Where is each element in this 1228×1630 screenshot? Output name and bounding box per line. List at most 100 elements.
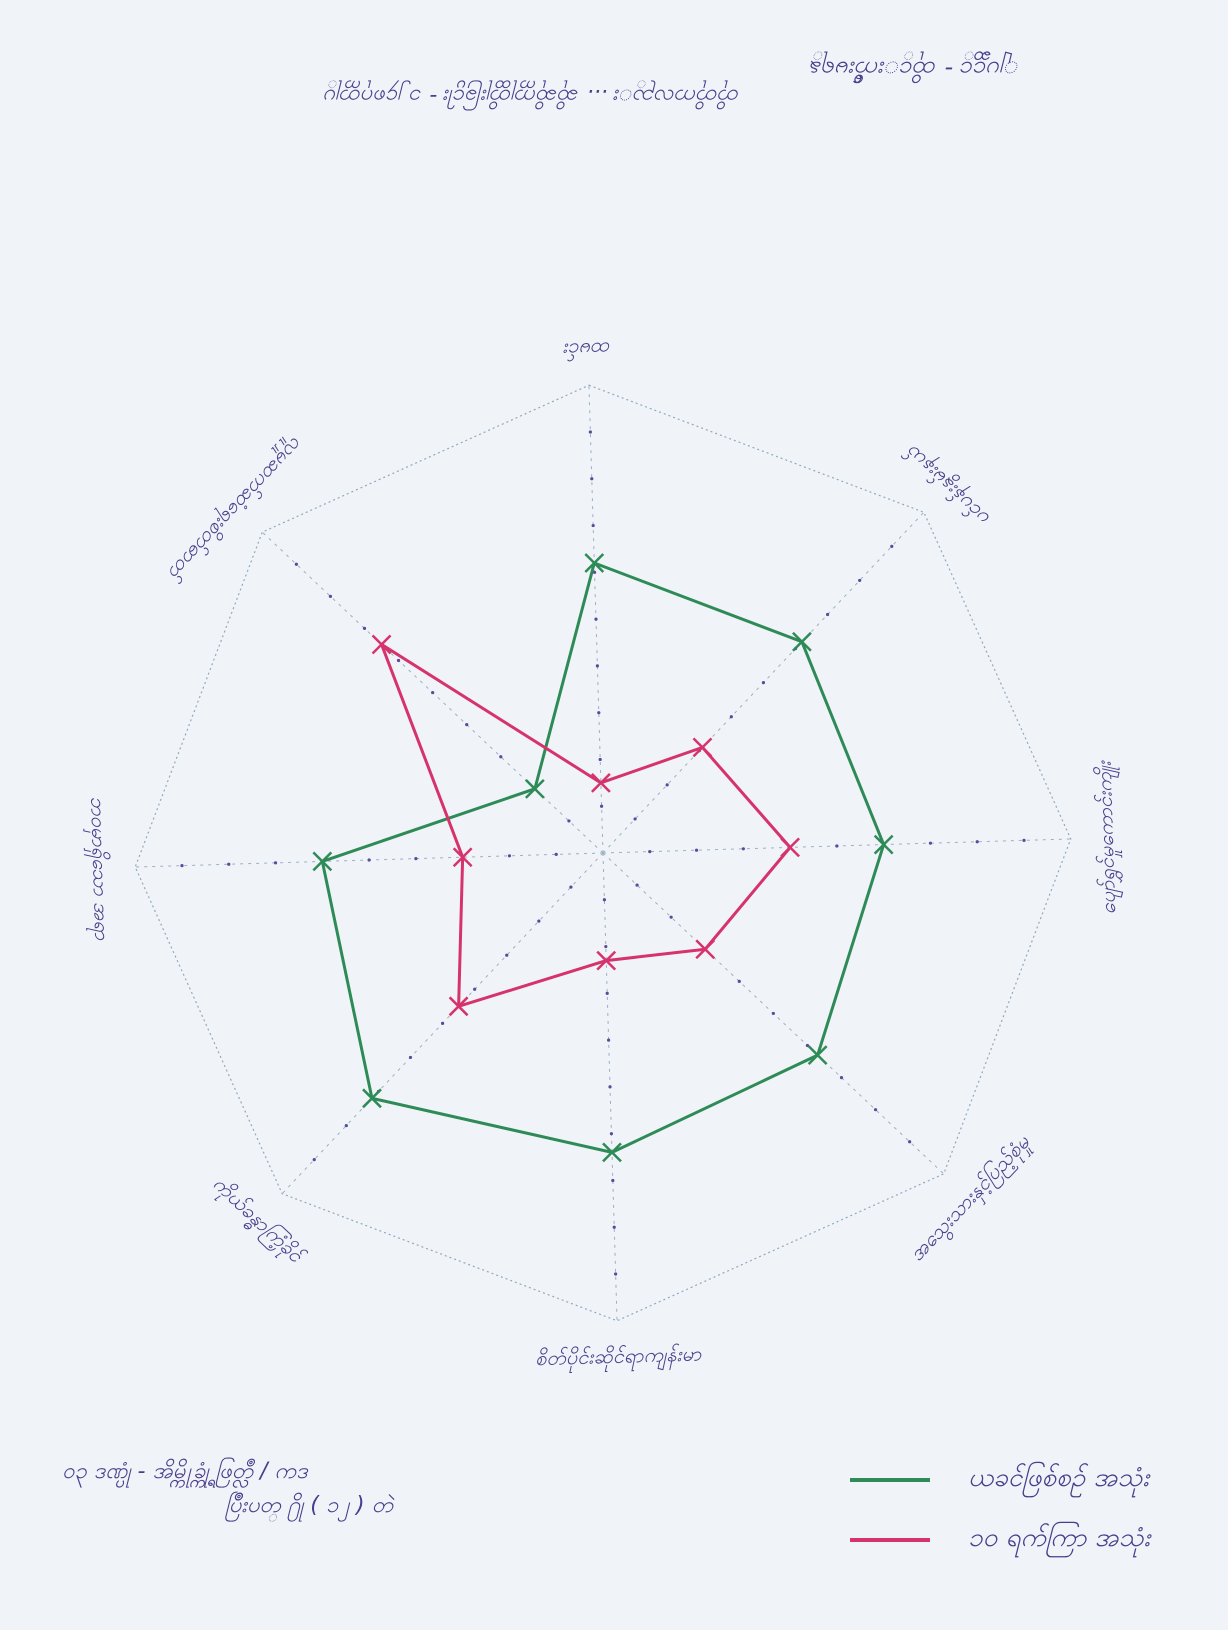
axis-tick-1-8 bbox=[858, 578, 862, 583]
axis-tick-4-6 bbox=[609, 1132, 614, 1136]
series-line-0 bbox=[320, 561, 886, 1154]
axis-label-5: ကိုယ်ခန္ဓာကြံ့ခိုင် bbox=[206, 1171, 310, 1272]
legend-entry-1: ၁၀ ရက်ကြာ အသုံး bbox=[850, 1521, 1153, 1558]
footnote-line-1: ၀၃ ဒဏ္ပုံ - အိမ္ကိုခ္က္ရုံ ဖြတ္လဳ / ကဒ bbox=[62, 1457, 309, 1488]
axis-tick-0-5 bbox=[594, 617, 598, 621]
axis-tick-7-9 bbox=[294, 562, 298, 566]
series-layer bbox=[312, 553, 894, 1163]
series-line-1 bbox=[380, 642, 792, 1008]
axis-tick-2-1 bbox=[648, 849, 652, 854]
axis-tick-0-8 bbox=[590, 477, 594, 481]
axis-tick-5-6 bbox=[408, 1055, 413, 1060]
axis-tick-3-9 bbox=[908, 1140, 912, 1144]
series-1-point-2 bbox=[780, 837, 800, 858]
axis-label-6: ဘဝမှာရှိသော အရာ bbox=[82, 796, 114, 941]
axis-tick-3-7 bbox=[839, 1075, 844, 1080]
axis-tick-4-5 bbox=[608, 1085, 612, 1089]
axis-tick-6-2 bbox=[507, 854, 512, 858]
axis-tick-6-7 bbox=[273, 861, 278, 865]
axis-tick-0-7 bbox=[591, 523, 595, 528]
axis-tick-5-9 bbox=[312, 1158, 316, 1162]
series-0-point-5 bbox=[362, 1088, 382, 1109]
axis-tick-1-7 bbox=[825, 612, 830, 617]
axis-tick-3-5 bbox=[771, 1011, 775, 1016]
axis-tick-5-5 bbox=[440, 1021, 445, 1025]
axis-tick-7-3 bbox=[499, 755, 503, 759]
series-1-point-0 bbox=[591, 772, 611, 793]
legend: ယခင်ဖြစ်စဉ် အသုံး ၁၀ ရက်ကြာ အသုံး bbox=[850, 1461, 1153, 1558]
header-text: ျပင္ဆင္ - ထိုင္းက်ီးမရန္ bbox=[809, 51, 1020, 84]
axis-tick-1-9 bbox=[890, 544, 894, 548]
series-1-point-4 bbox=[596, 950, 617, 971]
axis-tick-2-8 bbox=[975, 840, 979, 844]
axis-tick-6-9 bbox=[180, 864, 184, 868]
footnote-line-2: ပြိဳးပတ္ ႐ို ( ၁၂ ) တဲ bbox=[225, 1491, 395, 1522]
axis-tick-6-5 bbox=[367, 858, 371, 862]
axis-label-4: စိတ်ပိုင်းဆိုင်ရာကျန်းမာ bbox=[535, 1341, 703, 1374]
axis-tick-7-8 bbox=[328, 594, 333, 598]
series-1-point-5 bbox=[448, 996, 469, 1017]
axis-tick-7-4 bbox=[465, 723, 469, 727]
axis-tick-1-2 bbox=[665, 783, 669, 787]
axis-tick-2-2 bbox=[694, 848, 699, 852]
axis-tick-4-4 bbox=[607, 1038, 611, 1042]
axis-tick-0-2 bbox=[598, 757, 602, 762]
axis-tick-3-4 bbox=[737, 979, 741, 983]
series-0-point-7 bbox=[524, 778, 545, 799]
header-date: တိုတိုကလည္း ... ဆိုဆိုက္ကုတ္ထိုးခြင္ပါး … bbox=[324, 80, 740, 111]
series-1-point-3 bbox=[695, 939, 716, 960]
series-0-point-0 bbox=[584, 553, 605, 573]
axis-tick-7-7 bbox=[362, 626, 367, 631]
axis-tick-0-3 bbox=[597, 711, 601, 715]
axis-tick-6-1 bbox=[554, 852, 558, 857]
legend-entry-0: ယခင်ဖြစ်စဉ် အသုံး bbox=[850, 1461, 1151, 1498]
axis-tick-2-7 bbox=[928, 841, 933, 845]
series-0-point-6 bbox=[312, 851, 333, 872]
series-1-point-1 bbox=[692, 737, 713, 758]
series-1-point-6 bbox=[452, 847, 473, 868]
series-0-point-4 bbox=[602, 1142, 622, 1163]
axis-tick-5-1 bbox=[569, 885, 573, 889]
axis-label-1: ပင်ပန်းနွမ်းနယ် bbox=[899, 437, 997, 532]
axis-tick-4-8 bbox=[612, 1225, 616, 1229]
axis-label-0: ထမင်း bbox=[562, 338, 612, 363]
axis-label-2: ပျော်ရွှင်မှုကောင်းကျိုး bbox=[1091, 759, 1124, 915]
legend-label-1: ၁၀ ရက်ကြာ အသုံး bbox=[968, 1521, 1153, 1558]
axis-tick-0-9 bbox=[588, 430, 592, 434]
series-0-point-3 bbox=[807, 1045, 828, 1066]
axis-tick-6-8 bbox=[227, 862, 231, 866]
axis-tick-3-2 bbox=[669, 915, 673, 919]
axis-tick-5-2 bbox=[537, 919, 541, 923]
axis-tick-3-8 bbox=[873, 1108, 878, 1112]
axis-tick-2-3 bbox=[741, 847, 745, 851]
axis-tick-4-1 bbox=[602, 898, 607, 902]
axis-tick-0-6 bbox=[592, 570, 597, 574]
axis-tick-4-7 bbox=[611, 1178, 615, 1183]
axis-tick-1-4 bbox=[729, 715, 733, 719]
axis-label-3: အသွေးသားနှင့်ပြည့်စုံမှု bbox=[904, 1130, 1037, 1269]
series-0-point-1 bbox=[792, 631, 812, 652]
axis-tick-1-5 bbox=[761, 681, 766, 685]
axis-tick-0-4 bbox=[595, 664, 599, 668]
axis-tick-4-2 bbox=[604, 944, 608, 949]
axis-tick-4-3 bbox=[605, 991, 609, 995]
axis-tick-7-5 bbox=[431, 690, 435, 695]
axis-tick-2-5 bbox=[835, 844, 839, 848]
axis-tick-5-4 bbox=[473, 987, 477, 991]
axis-tick-5-8 bbox=[344, 1123, 348, 1128]
axis-tick-7-1 bbox=[567, 819, 571, 823]
axis-tick-2-9 bbox=[1022, 838, 1026, 842]
axis-tick-3-1 bbox=[635, 883, 639, 887]
series-0-point-2 bbox=[873, 834, 894, 855]
axis-tick-7-6 bbox=[396, 658, 401, 663]
axis-tick-6-4 bbox=[414, 857, 418, 861]
axis-tick-0-1 bbox=[599, 804, 604, 808]
series-1-point-7 bbox=[371, 634, 392, 655]
legend-label-0: ယခင်ဖြစ်စဉ် အသုံး bbox=[968, 1461, 1151, 1498]
axis-label-7: လူမှုဆက်ဆံရေးစိတ်ဓာတ် bbox=[160, 430, 310, 586]
grid-layer bbox=[134, 384, 1072, 1322]
axis-tick-5-3 bbox=[505, 953, 509, 957]
axis-tick-3-6 bbox=[805, 1043, 810, 1048]
